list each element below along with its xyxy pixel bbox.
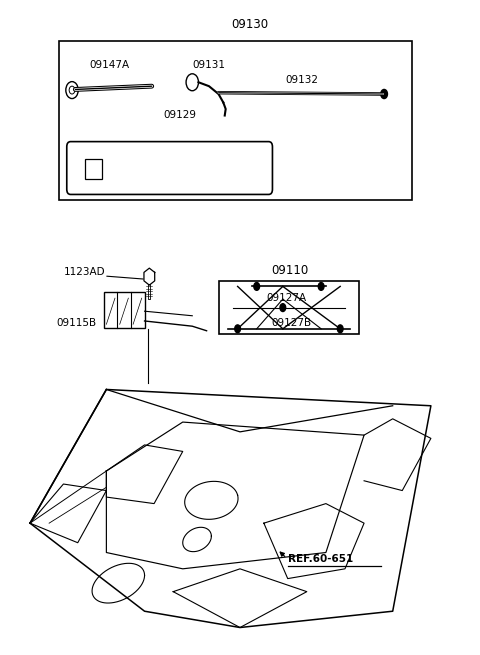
Circle shape	[235, 325, 240, 333]
Text: 09115B: 09115B	[56, 318, 96, 328]
Text: 09129: 09129	[164, 110, 197, 120]
Bar	[218, 280, 360, 334]
Circle shape	[254, 282, 260, 290]
Circle shape	[318, 282, 324, 290]
Circle shape	[280, 304, 286, 312]
Polygon shape	[144, 268, 155, 285]
Text: 09110: 09110	[271, 263, 308, 276]
Text: 09127A: 09127A	[266, 293, 306, 303]
Circle shape	[381, 90, 387, 98]
Text: REF.60-651: REF.60-651	[288, 553, 353, 563]
Text: 09147A: 09147A	[90, 60, 130, 70]
Circle shape	[337, 325, 343, 333]
Text: 09132: 09132	[285, 75, 318, 85]
Bar	[59, 41, 412, 200]
Bar	[104, 291, 144, 328]
Text: 09130: 09130	[231, 18, 268, 31]
Bar	[85, 159, 102, 179]
Text: 09131: 09131	[192, 60, 225, 70]
Text: 09127B: 09127B	[271, 318, 311, 328]
Text: 1123AD: 1123AD	[63, 267, 105, 276]
